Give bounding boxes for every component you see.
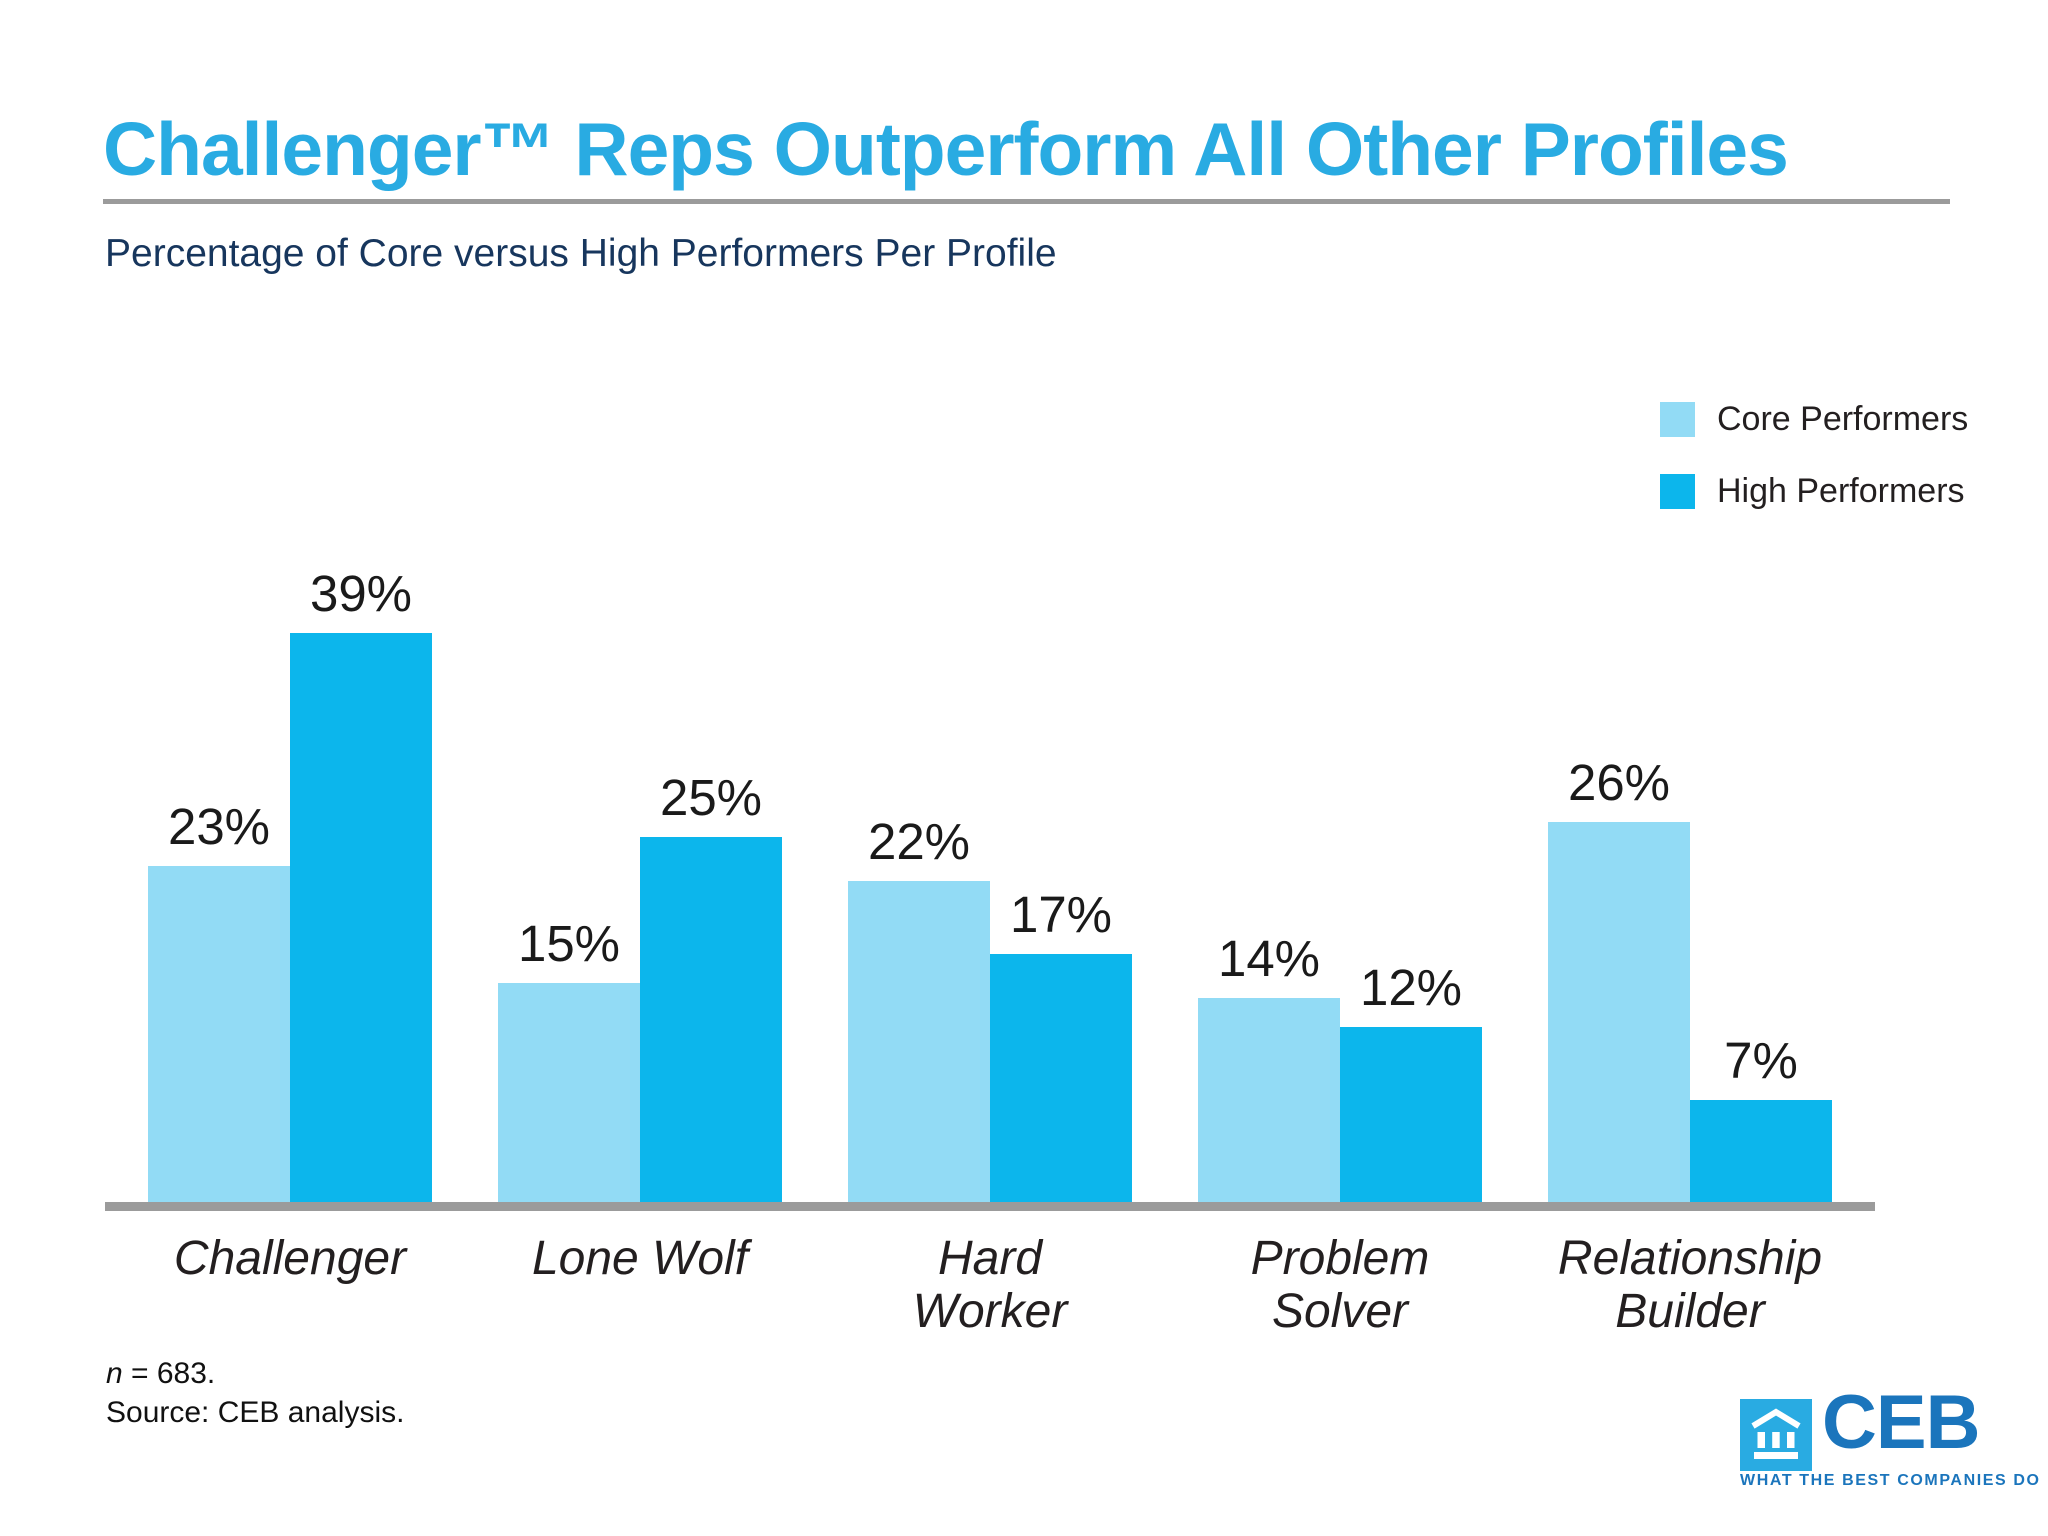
value-label-core-lone-wolf: 15% [517, 915, 621, 972]
footnote-n-value: = 683. [122, 1357, 216, 1390]
bar-chart-plot-area: 23% 39% 15% 25% 22% 17% 14% 12% 26% 7% [105, 568, 1875, 1202]
value-label-high-problem-solver: 12% [1359, 959, 1463, 1016]
axis-label-hard-worker: Hard Worker [912, 1232, 1068, 1338]
value-label-high-lone-wolf: 25% [659, 769, 763, 826]
bar-core-challenger [148, 866, 290, 1202]
bar-high-challenger [290, 633, 432, 1202]
value-label-high-relationship-builder: 7% [1724, 1032, 1798, 1089]
legend-item-high-performers: High Performers [1660, 470, 1968, 512]
bar-high-hard-worker [990, 954, 1132, 1202]
ceb-logo-text: CEB [1822, 1380, 1980, 1465]
axis-label-problem-solver: Problem Solver [1250, 1232, 1430, 1338]
value-label-core-relationship-builder: 26% [1567, 754, 1671, 811]
page-subtitle: Percentage of Core versus High Performer… [105, 232, 1057, 275]
bar-core-lone-wolf [498, 983, 640, 1202]
bar-high-problem-solver [1340, 1027, 1482, 1202]
bar-core-hard-worker [848, 881, 990, 1202]
value-label-core-problem-solver: 14% [1217, 930, 1321, 987]
value-label-core-hard-worker: 22% [867, 813, 971, 870]
legend-label-core-performers: Core Performers [1717, 399, 1969, 438]
legend-swatch-high-performers [1660, 473, 1695, 509]
page-title: Challenger™ Reps Outperform All Other Pr… [103, 107, 1789, 191]
bar-high-relationship-builder [1690, 1100, 1832, 1202]
ceb-logo-mark [1740, 1399, 1812, 1471]
legend-swatch-core-performers [1660, 401, 1695, 437]
legend-item-core-performers: Core Performers [1660, 398, 1968, 440]
title-divider [103, 199, 1950, 204]
ceb-logo-tagline: WHAT THE BEST COMPANIES DO [1740, 1472, 2041, 1489]
footnote-source: Source: CEB analysis. [106, 1396, 405, 1429]
value-label-high-challenger: 39% [309, 565, 413, 622]
legend-label-high-performers: High Performers [1717, 471, 1965, 510]
axis-label-challenger: Challenger [173, 1232, 407, 1285]
bar-high-lone-wolf [640, 837, 782, 1202]
value-label-core-challenger: 23% [167, 798, 271, 855]
footnote-n-symbol: n [106, 1357, 123, 1390]
footnote-sample-size: n = 683. [106, 1357, 215, 1391]
axis-label-lone-wolf: Lone Wolf [531, 1232, 749, 1285]
x-axis-line [105, 1202, 1875, 1211]
value-label-high-hard-worker: 17% [1009, 886, 1113, 943]
legend: Core Performers High Performers [1660, 398, 1968, 542]
bank-icon [1751, 1408, 1801, 1459]
bar-core-problem-solver [1198, 998, 1340, 1202]
axis-label-relationship-builder: Relationship Builder [1557, 1232, 1823, 1338]
bar-core-relationship-builder [1548, 822, 1690, 1202]
